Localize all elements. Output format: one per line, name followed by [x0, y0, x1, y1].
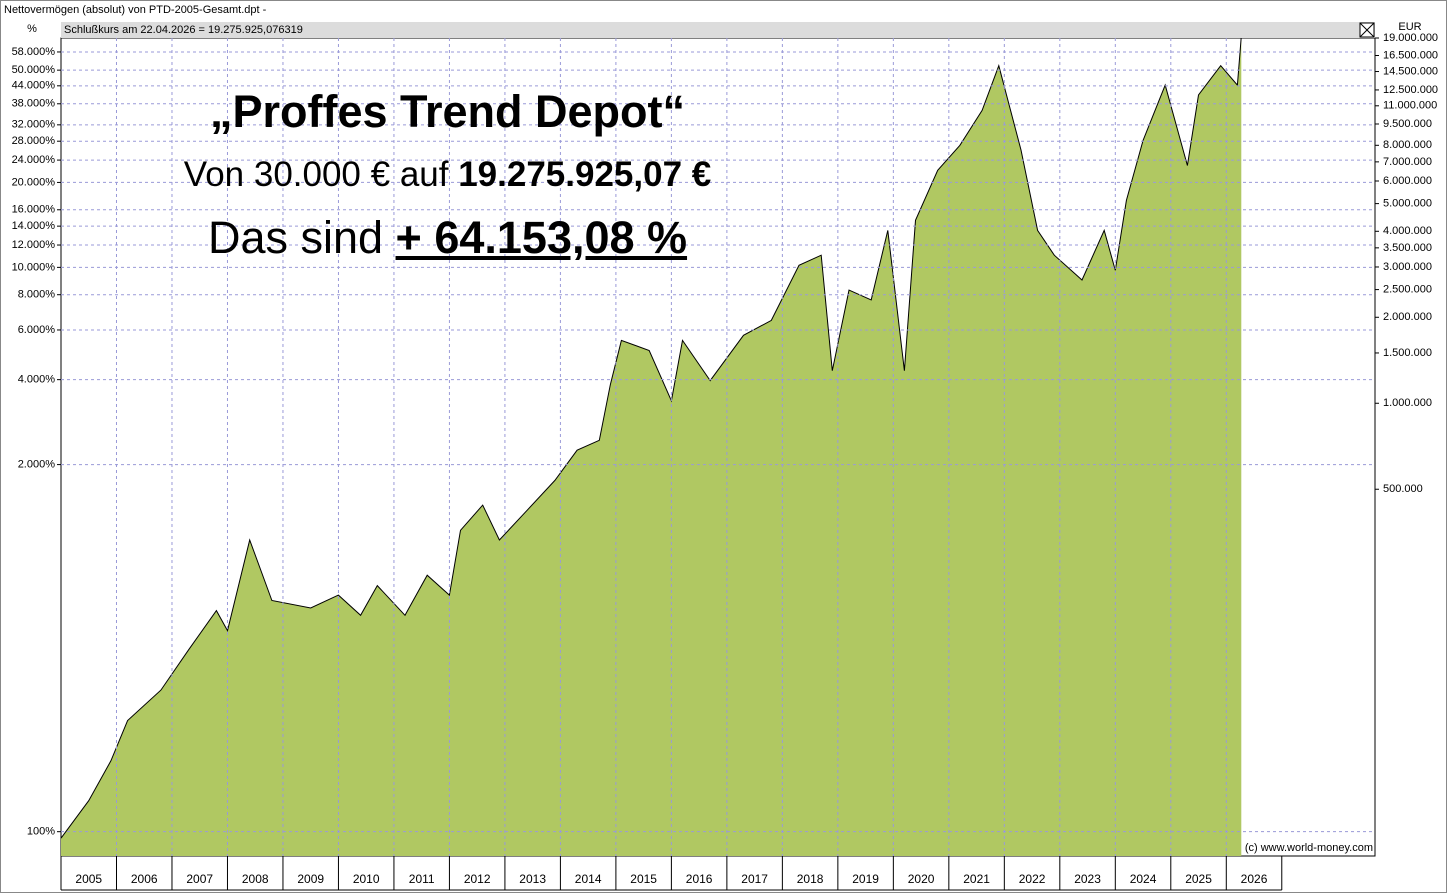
annotation-text: Das sind: [207, 212, 384, 263]
y2-tick-label: 14.000%: [12, 220, 56, 232]
y2-tick-label: 8.000%: [18, 289, 56, 301]
x-tick-label: 2021: [963, 872, 990, 886]
y2-tick-label: 50.000%: [12, 64, 56, 76]
y-axis-label: EUR: [1398, 21, 1421, 33]
y2-tick-label: 4.000%: [18, 374, 56, 386]
x-tick-label: 2009: [297, 872, 324, 886]
annotation-value: + 64.153,08 %: [395, 212, 688, 263]
annotation-title: „Proffes Trend Depot“: [209, 86, 686, 137]
area: [61, 36, 1242, 856]
x-tick-label: 2017: [741, 872, 768, 886]
annotation-value: 19.275.925,07 €: [458, 155, 712, 194]
y2-tick-label: 2.000%: [18, 458, 56, 470]
x-tick-label: 2012: [464, 872, 491, 886]
y2-tick-label: 44.000%: [12, 80, 56, 92]
x-tick-label: 2013: [519, 872, 546, 886]
y-tick-label: 1.500.000: [1383, 347, 1432, 359]
y-tick-label: 19.000.000: [1383, 32, 1438, 44]
y-tick-label: 14.500.000: [1383, 65, 1438, 77]
y-tick-label: 6.000.000: [1383, 175, 1432, 187]
annotation-text: Von 30.000 € auf: [183, 155, 449, 194]
y-tick-label: 2.000.000: [1383, 311, 1432, 323]
window-title: Nettovermögen (absolut) von PTD-2005-Ges…: [4, 4, 267, 16]
y2-tick-label: 24.000%: [12, 154, 56, 166]
y-tick-label: 3.000.000: [1383, 261, 1432, 273]
y2-tick-label: 6.000%: [18, 324, 56, 336]
header-bar: [61, 22, 1375, 38]
y-tick-label: 16.500.000: [1383, 49, 1438, 61]
x-tick-label: 2015: [630, 872, 657, 886]
y2-tick-label: 58.000%: [12, 46, 56, 58]
y-tick-label: 1.000.000: [1383, 397, 1432, 409]
y2-tick-label: 16.000%: [12, 204, 56, 216]
y2-axis-label: %: [27, 23, 37, 35]
y2-tick-label: 20.000%: [12, 176, 56, 188]
annotation-line: Das sind + 64.153,08 %: [0, 212, 895, 264]
x-tick-label: 2014: [575, 872, 602, 886]
y-tick-label: 500.000: [1383, 483, 1423, 495]
x-tick-label: 2005: [75, 872, 102, 886]
y2-tick-label: 28.000%: [12, 135, 56, 147]
x-tick-label: 2011: [409, 872, 435, 886]
y2-tick-label: 38.000%: [12, 98, 56, 110]
x-tick-label: 2022: [1019, 872, 1046, 886]
y-tick-label: 12.500.000: [1383, 84, 1438, 96]
y-tick-label: 7.000.000: [1383, 156, 1432, 168]
x-tick-label: 2016: [686, 872, 713, 886]
x-tick-label: 2026: [1241, 872, 1268, 886]
y-tick-label: 4.000.000: [1383, 225, 1432, 237]
x-tick-label: 2023: [1074, 872, 1101, 886]
x-tick-label: 2020: [908, 872, 935, 886]
annotation-line: Von 30.000 € auf 19.275.925,07 €: [0, 155, 895, 195]
y-tick-label: 11.000.000: [1383, 100, 1437, 112]
y-tick-label: 8.000.000: [1383, 139, 1432, 151]
x-tick-label: 2018: [797, 872, 824, 886]
y-tick-label: 5.000.000: [1383, 198, 1432, 210]
x-tick-label: 2008: [242, 872, 269, 886]
y-tick-label: 2.500.000: [1383, 283, 1432, 295]
y-tick-label: 9.500.000: [1383, 118, 1432, 130]
y-tick-label: 3.500.000: [1383, 242, 1432, 254]
x-tick-label: 2025: [1185, 872, 1212, 886]
header-text: Schlußkurs am 22.04.2026 = 19.275.925,07…: [64, 24, 303, 36]
line: [60, 36, 1242, 839]
copyright: (c) www.world-money.com: [1245, 842, 1373, 854]
x-tick-label: 2006: [131, 872, 158, 886]
y2-tick-label: 10.000%: [12, 261, 56, 273]
x-tick-label: 2019: [852, 872, 879, 886]
x-tick-label: 2024: [1130, 872, 1157, 886]
y2-tick-label: 100%: [27, 826, 55, 838]
y2-tick-label: 12.000%: [12, 239, 56, 251]
close-button[interactable]: [1359, 22, 1375, 38]
x-tick-label: 2007: [186, 872, 213, 886]
x-tick-label: 2010: [353, 872, 380, 886]
y2-tick-label: 32.000%: [12, 119, 56, 131]
